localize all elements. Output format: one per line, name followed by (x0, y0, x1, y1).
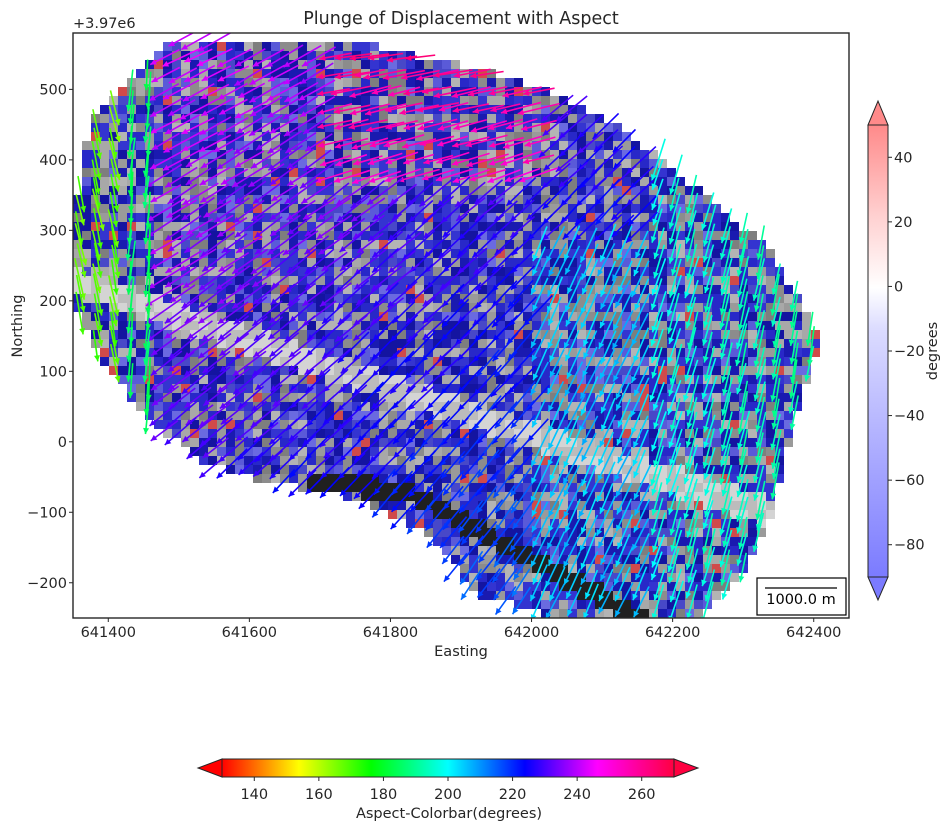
x-tick-label: 641800 (363, 625, 418, 641)
plunge-tick-label: 40 (894, 150, 912, 166)
y-tick-label: 100 (39, 364, 67, 380)
displacement-arrow-head (496, 608, 502, 615)
y-ticks: 500 400 300 200 100 0 −100 −200 (27, 82, 73, 591)
x-tick-label: 642200 (645, 625, 700, 641)
plunge-tick-label: −80 (894, 538, 925, 554)
aspect-tick-label: 220 (499, 787, 527, 803)
plot-area (73, 30, 820, 623)
aspect-tick-label: 160 (305, 787, 333, 803)
plunge-colorbar: 40 20 0 −20 −40 −60 −80 degrees (868, 101, 941, 600)
y-tick-label: 400 (39, 153, 67, 169)
x-tick-label: 642400 (786, 625, 841, 641)
displacement-arrow-head (79, 328, 85, 334)
chart-title: Plunge of Displacement with Aspect (303, 9, 619, 29)
plunge-colorbar-label: degrees (925, 322, 941, 380)
y-tick-label: −100 (27, 505, 67, 521)
plunge-tick-label: 20 (894, 215, 912, 231)
y-tick-label: −200 (27, 576, 67, 592)
displacement-arrow-head (738, 576, 744, 582)
plunge-tick-label: −20 (894, 344, 925, 360)
x-axis-label: Easting (434, 644, 488, 660)
displacement-arrow-head (143, 428, 149, 434)
x-ticks: 641400 641600 641800 642000 642200 642400 (81, 618, 842, 641)
aspect-tick-label: 240 (563, 787, 591, 803)
y-tick-label: 300 (39, 223, 67, 239)
aspect-tick-label: 200 (434, 787, 462, 803)
y-tick-label: 0 (58, 435, 67, 451)
aspect-colorbar: 140 160 180 200 220 240 260 Aspect-Colorbar(de… (198, 759, 698, 822)
aspect-tick-label: 180 (370, 787, 398, 803)
x-tick-label: 641400 (81, 625, 136, 641)
plunge-tick-label: −40 (894, 409, 925, 425)
aspect-tick-label: 260 (628, 787, 656, 803)
y-tick-label: 500 (39, 82, 67, 98)
x-tick-label: 642000 (504, 625, 559, 641)
y-axis-label: Northing (10, 295, 26, 358)
plunge-tick-label: 0 (894, 279, 903, 295)
scale-bar-label: 1000.0 m (766, 592, 835, 608)
y-offset-text: +3.97e6 (73, 16, 136, 32)
y-tick-label: 200 (39, 294, 67, 310)
scale-bar: 1000.0 m (757, 578, 846, 615)
aspect-colorbar-label: Aspect-Colorbar(degrees) (356, 806, 542, 822)
aspect-tick-label: 140 (240, 787, 268, 803)
x-tick-label: 641600 (222, 625, 277, 641)
plunge-tick-label: −60 (894, 473, 925, 489)
